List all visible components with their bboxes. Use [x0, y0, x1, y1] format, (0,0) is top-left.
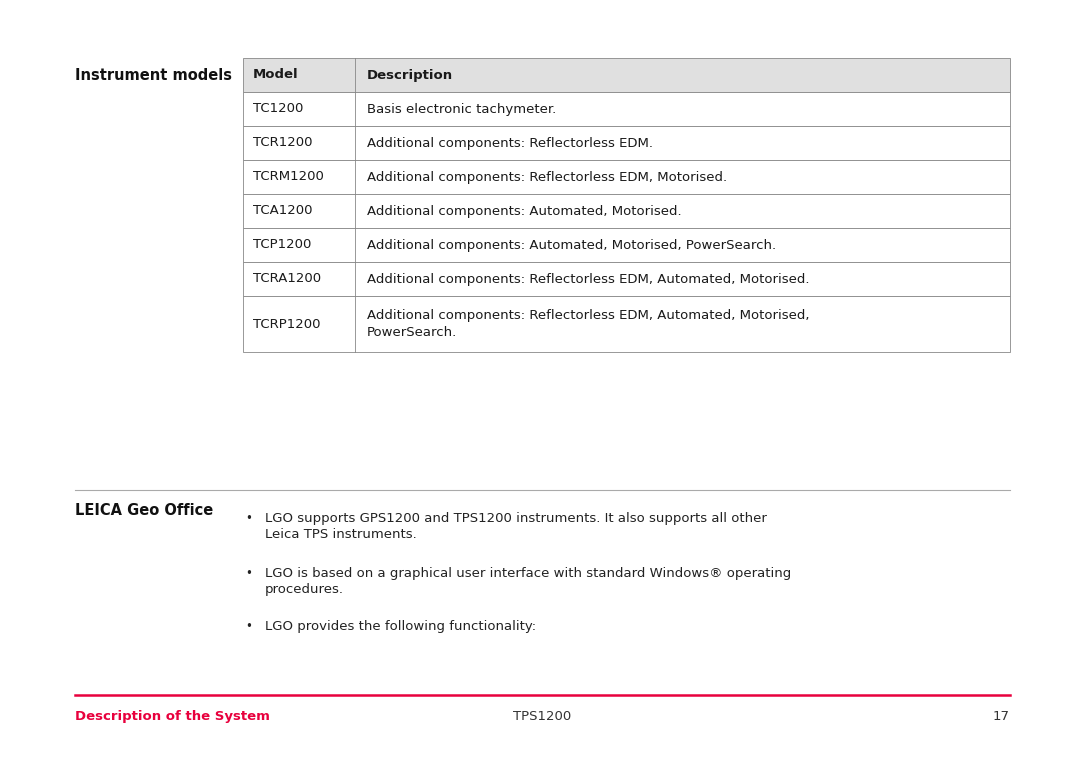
Text: TPS1200: TPS1200	[513, 710, 571, 723]
Text: LGO supports GPS1200 and TPS1200 instruments. It also supports all other: LGO supports GPS1200 and TPS1200 instrum…	[265, 512, 767, 525]
Text: TC1200: TC1200	[253, 103, 303, 116]
Text: Additional components: Reflectorless EDM, Motorised.: Additional components: Reflectorless EDM…	[367, 171, 727, 184]
Text: TCRP1200: TCRP1200	[253, 317, 321, 330]
Text: •: •	[245, 620, 252, 633]
Text: Additional components: Automated, Motorised.: Additional components: Automated, Motori…	[367, 205, 681, 218]
Text: TCR1200: TCR1200	[253, 136, 312, 149]
Bar	[243, 92, 1010, 126]
Bar	[243, 228, 1010, 262]
Bar	[243, 58, 1010, 92]
Text: •: •	[245, 567, 252, 580]
Text: Basis electronic tachymeter.: Basis electronic tachymeter.	[367, 103, 556, 116]
Text: Additional components: Reflectorless EDM, Automated, Motorised.: Additional components: Reflectorless EDM…	[367, 273, 810, 286]
Text: Additional components: Reflectorless EDM, Automated, Motorised,: Additional components: Reflectorless EDM…	[367, 309, 810, 322]
Text: TCA1200: TCA1200	[253, 205, 312, 218]
Bar	[243, 262, 1010, 296]
Text: TCRA1200: TCRA1200	[253, 273, 321, 286]
Text: 17: 17	[993, 710, 1010, 723]
Text: Instrument models: Instrument models	[75, 67, 232, 83]
Text: Description of the System: Description of the System	[75, 710, 270, 723]
Text: LEICA Geo Office: LEICA Geo Office	[75, 503, 213, 518]
Text: LGO is based on a graphical user interface with standard Windows® operating: LGO is based on a graphical user interfa…	[265, 567, 792, 580]
Text: Description: Description	[367, 68, 454, 81]
Text: Model: Model	[253, 68, 299, 81]
Text: LGO provides the following functionality:: LGO provides the following functionality…	[265, 620, 536, 633]
Text: PowerSearch.: PowerSearch.	[367, 326, 457, 339]
Text: TCP1200: TCP1200	[253, 238, 311, 251]
Text: TCRM1200: TCRM1200	[253, 171, 324, 184]
Text: Additional components: Reflectorless EDM.: Additional components: Reflectorless EDM…	[367, 136, 653, 149]
Text: •: •	[245, 512, 252, 525]
Bar	[243, 194, 1010, 228]
Bar	[243, 126, 1010, 160]
Text: procedures.: procedures.	[265, 583, 345, 596]
Bar	[243, 296, 1010, 352]
Bar	[243, 160, 1010, 194]
Text: Leica TPS instruments.: Leica TPS instruments.	[265, 528, 417, 541]
Text: Additional components: Automated, Motorised, PowerSearch.: Additional components: Automated, Motori…	[367, 238, 777, 251]
